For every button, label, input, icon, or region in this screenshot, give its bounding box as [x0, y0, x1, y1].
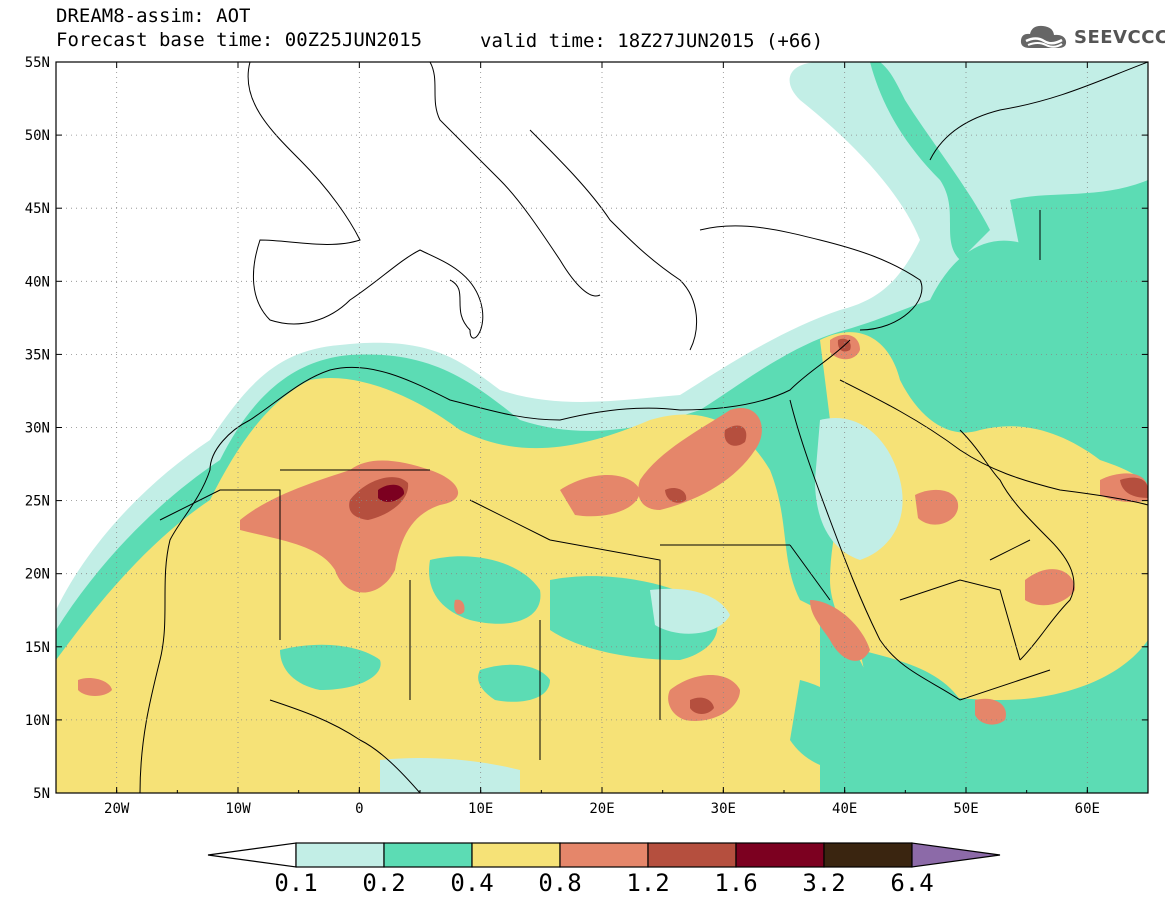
colorbar-label: 0.4 — [450, 869, 493, 897]
colorbar-box — [383, 842, 473, 868]
valid-time-label: valid time: 18Z27JUN2015 (+66) — [480, 30, 824, 52]
colorbar: 0.1 0.2 0.4 0.8 1.2 1.6 3.2 6.4 — [207, 842, 1001, 897]
colorbar-box — [559, 842, 649, 868]
coastlines — [139, 62, 1148, 793]
lat-tick-label: 25N — [25, 494, 50, 510]
map-title: DREAM8-assim: AOT — [56, 5, 251, 27]
colorbar-over-triangle — [911, 842, 1001, 868]
lon-tick-label: 20W — [104, 801, 130, 817]
colorbar-box — [823, 842, 913, 868]
lon-tick-label: 40E — [832, 801, 857, 817]
aot-band-0.1-patches — [380, 418, 903, 793]
seevccc-logo: SEEVCCC — [1018, 22, 1165, 52]
aot-band-0.2-patches — [280, 556, 1148, 793]
lat-tick-label: 35N — [25, 347, 50, 363]
lat-tick-label: 40N — [25, 274, 50, 290]
lat-tick-label: 30N — [25, 421, 50, 437]
colorbar-label: 0.8 — [538, 869, 581, 897]
aot-band-1.6 — [378, 484, 405, 502]
lat-tick-label: 45N — [25, 201, 50, 217]
colorbar-label: 1.6 — [714, 869, 757, 897]
graticule — [56, 62, 1148, 793]
lon-tick-label: 60E — [1075, 801, 1100, 817]
lon-tick-label: 20E — [589, 801, 614, 817]
colorbar-label: 0.2 — [362, 869, 405, 897]
colorbar-box — [647, 842, 737, 868]
colorbar-label: 3.2 — [802, 869, 845, 897]
logo-text: SEEVCCC — [1074, 26, 1165, 48]
base-time-label: Forecast base time: 00Z25JUN2015 — [56, 29, 423, 51]
lat-tick-label: 50N — [25, 128, 50, 144]
colorbar-label: 1.2 — [626, 869, 669, 897]
colorbar-box — [471, 842, 561, 868]
lon-tick-label: 0 — [355, 801, 363, 817]
colorbar-label: 6.4 — [890, 869, 933, 897]
cloud-icon — [1020, 25, 1067, 48]
lat-tick-label: 5N — [33, 786, 50, 802]
colorbar-box — [295, 842, 385, 868]
lon-tick-label: 10E — [468, 801, 493, 817]
lat-tick-label: 20N — [25, 567, 50, 583]
colorbar-under-triangle — [207, 842, 297, 868]
lat-tick-label: 15N — [25, 640, 50, 656]
axis-ticks: 55N 50N 45N 40N 35N 30N 25N 20N 15N 10N 5N 20W 10W 0 1… — [25, 55, 1149, 817]
lon-tick-label: 50E — [953, 801, 978, 817]
lon-tick-label: 10W — [225, 801, 251, 817]
lon-tick-label: 30E — [711, 801, 736, 817]
lat-tick-label: 55N — [25, 55, 50, 71]
colorbar-label: 0.1 — [274, 869, 317, 897]
colorbar-box — [735, 842, 825, 868]
lat-tick-label: 10N — [25, 713, 50, 729]
